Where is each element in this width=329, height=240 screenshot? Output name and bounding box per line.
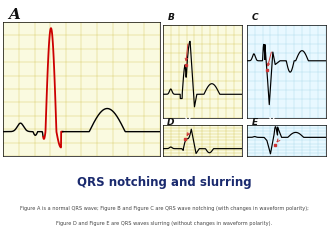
- Text: Figure A is a normal QRS wave; Figure B and Figure C are QRS wave notching (with: Figure A is a normal QRS wave; Figure B …: [20, 206, 309, 211]
- Text: 3: 3: [276, 121, 279, 126]
- Text: D: D: [167, 118, 174, 127]
- Text: C: C: [251, 13, 258, 22]
- Text: aVF: aVF: [269, 12, 285, 21]
- Text: A: A: [8, 8, 20, 22]
- Text: E: E: [252, 118, 258, 127]
- Text: V: V: [269, 117, 275, 126]
- Text: V: V: [38, 8, 47, 21]
- Text: 5: 5: [52, 14, 57, 23]
- Text: V: V: [185, 12, 191, 21]
- Text: Figure D and Figure E are QRS waves slurring (without changes in waveform polari: Figure D and Figure E are QRS waves slur…: [57, 221, 272, 226]
- Text: QRS notching and slurring: QRS notching and slurring: [77, 176, 252, 189]
- Text: V: V: [185, 117, 191, 126]
- Text: 5: 5: [192, 19, 195, 24]
- Text: B: B: [167, 13, 174, 22]
- Text: 5: 5: [192, 121, 195, 126]
